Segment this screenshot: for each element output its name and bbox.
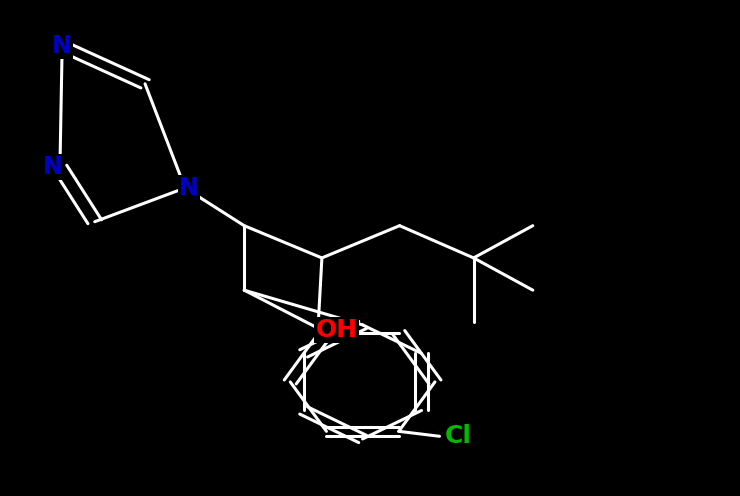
Text: N: N xyxy=(43,155,62,179)
Text: Cl: Cl xyxy=(445,424,471,448)
Text: N: N xyxy=(179,176,198,200)
Text: OH: OH xyxy=(316,318,357,342)
Text: N: N xyxy=(53,34,72,58)
